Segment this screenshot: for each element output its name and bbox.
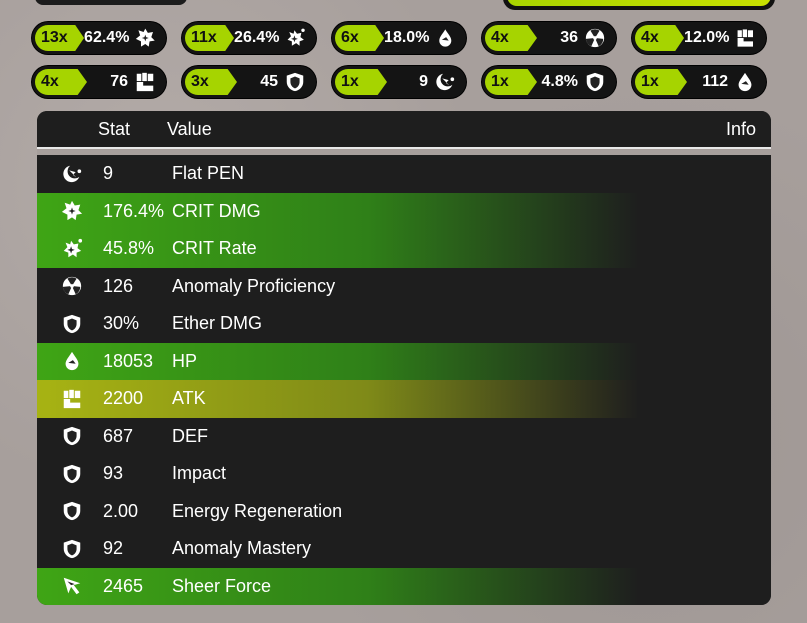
stat-name: Anomaly Proficiency bbox=[172, 275, 336, 296]
stat-value: 2465 bbox=[103, 575, 144, 596]
shield-icon bbox=[63, 539, 81, 558]
table-row[interactable]: 18053 HP bbox=[37, 342, 771, 380]
table-row[interactable]: 30% Ether DMG bbox=[37, 305, 771, 343]
header-value: Value bbox=[167, 119, 212, 139]
shield-icon bbox=[63, 314, 81, 333]
chip-count: 1x bbox=[485, 69, 537, 95]
table-row[interactable]: 45.8% CRIT Rate bbox=[37, 230, 771, 268]
shield-icon bbox=[63, 464, 81, 483]
stat-name: Ether DMG bbox=[172, 313, 263, 334]
chip-value: 4.8% bbox=[541, 73, 578, 90]
stat-name: DEF bbox=[172, 425, 208, 446]
top-action-button[interactable] bbox=[503, 0, 775, 10]
chip-value: 112 bbox=[702, 73, 728, 90]
stat-name: Sheer Force bbox=[172, 575, 272, 596]
stat-name: ATK bbox=[172, 388, 206, 409]
stat-value: 126 bbox=[103, 275, 134, 296]
summary-chip[interactable]: 1x 4.8% bbox=[482, 66, 616, 98]
anomaly-icon bbox=[585, 28, 605, 48]
table-row[interactable]: 2465 Sheer Force bbox=[37, 567, 771, 605]
chip-count: 11x bbox=[185, 25, 235, 51]
chip-value: 45 bbox=[260, 73, 278, 90]
summary-chip[interactable]: 4x 36 bbox=[482, 22, 616, 54]
chip-value: 26.4% bbox=[234, 29, 280, 46]
table-row[interactable]: 126 Anomaly Proficiency bbox=[37, 268, 771, 306]
summary-chip[interactable]: 4x 12.0% bbox=[632, 22, 766, 54]
chip-value: 12.0% bbox=[684, 29, 730, 46]
stat-value: 92 bbox=[103, 538, 124, 559]
stat-value: 45.8% bbox=[103, 238, 155, 259]
stat-name: Flat PEN bbox=[172, 163, 245, 184]
crit-dmg-icon bbox=[61, 201, 83, 221]
stat-value: 18053 bbox=[103, 350, 154, 371]
table-row[interactable]: 9 Flat PEN bbox=[37, 155, 771, 193]
chip-count: 4x bbox=[635, 25, 685, 51]
top-panel bbox=[35, 0, 187, 5]
crit-rate-icon bbox=[63, 238, 83, 257]
atk-icon bbox=[63, 389, 81, 408]
table-row[interactable]: 2.00 Energy Regeneration bbox=[37, 493, 771, 531]
summary-chip[interactable]: 1x 9 bbox=[332, 66, 466, 98]
hp-icon bbox=[439, 29, 452, 47]
chip-count: 3x bbox=[185, 69, 237, 95]
chip-value: 18.0% bbox=[384, 29, 430, 46]
stat-value: 2200 bbox=[103, 388, 144, 409]
table-row[interactable]: 2200 ATK bbox=[37, 380, 771, 418]
chip-count: 4x bbox=[485, 25, 537, 51]
crit-rate-icon bbox=[287, 28, 306, 46]
crit-dmg-icon bbox=[136, 28, 156, 47]
hp-icon bbox=[738, 72, 752, 92]
shield-icon bbox=[63, 427, 81, 446]
stats-table: Stat Value Info 9 Flat PEN 176.4% CRIT DMG 4… bbox=[37, 111, 771, 605]
sheer-force-icon bbox=[63, 578, 81, 595]
summary-chip[interactable]: 1x 112 bbox=[632, 66, 766, 98]
stat-value: 2.00 bbox=[103, 500, 139, 521]
chip-value: 62.4% bbox=[84, 29, 130, 46]
shield-icon bbox=[63, 502, 81, 521]
stat-value: 93 bbox=[103, 463, 124, 484]
summary-chip[interactable]: 4x 76 bbox=[32, 66, 166, 98]
shield-icon bbox=[586, 72, 604, 92]
chip-count: 1x bbox=[335, 69, 387, 95]
summary-chip[interactable]: 6x 18.0% bbox=[332, 22, 466, 54]
summary-chip[interactable]: 13x 62.4% bbox=[32, 22, 166, 54]
shield-icon bbox=[286, 72, 304, 92]
stat-name: Energy Regeneration bbox=[172, 500, 343, 521]
stat-name: CRIT Rate bbox=[172, 238, 257, 259]
chip-value: 76 bbox=[110, 73, 128, 90]
stat-value: 176.4% bbox=[103, 200, 165, 221]
atk-icon bbox=[737, 29, 754, 47]
summary-chip[interactable]: 11x 26.4% bbox=[182, 22, 316, 54]
table-row[interactable]: 687 DEF bbox=[37, 418, 771, 456]
summary-chip[interactable]: 3x 45 bbox=[182, 66, 316, 98]
atk-icon bbox=[136, 72, 154, 92]
chip-count: 1x bbox=[635, 69, 687, 95]
pen-icon bbox=[63, 165, 82, 182]
chip-count: 13x bbox=[35, 25, 85, 51]
table-row[interactable]: 92 Anomaly Mastery bbox=[37, 530, 771, 568]
stat-name: Anomaly Mastery bbox=[172, 538, 312, 559]
stat-name: CRIT DMG bbox=[172, 200, 261, 221]
chip-value: 36 bbox=[560, 29, 578, 46]
hp-icon bbox=[65, 352, 79, 371]
stat-name: HP bbox=[172, 350, 198, 371]
header-stat: Stat bbox=[98, 119, 131, 139]
pen-icon bbox=[436, 73, 455, 91]
table-row[interactable]: 93 Impact bbox=[37, 455, 771, 493]
anomaly-icon bbox=[62, 277, 82, 296]
stat-value: 687 bbox=[103, 425, 134, 446]
chip-count: 6x bbox=[335, 25, 385, 51]
table-header: Stat Value Info bbox=[37, 111, 771, 149]
chip-value: 9 bbox=[419, 73, 428, 90]
stat-name: Impact bbox=[172, 463, 227, 484]
header-info: Info bbox=[725, 119, 756, 139]
stat-value: 9 bbox=[103, 163, 114, 184]
chip-count: 4x bbox=[35, 69, 87, 95]
stat-value: 30% bbox=[103, 313, 140, 334]
table-row[interactable]: 176.4% CRIT DMG bbox=[37, 192, 771, 230]
